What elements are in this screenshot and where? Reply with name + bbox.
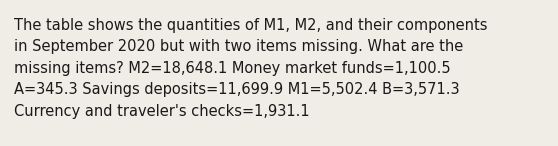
Text: The table shows the quantities of M1, M2, and their components
in September 2020: The table shows the quantities of M1, M2… (14, 18, 488, 119)
